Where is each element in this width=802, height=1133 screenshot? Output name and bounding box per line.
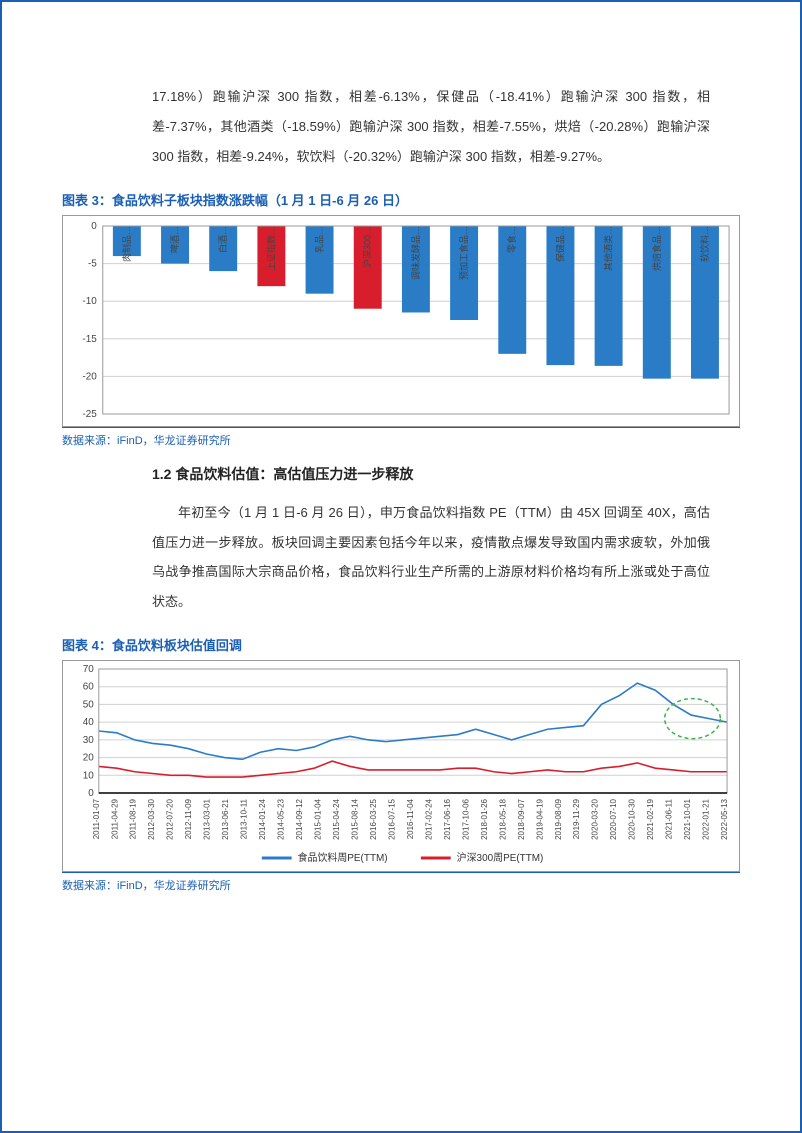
svg-text:-20: -20 [82, 371, 97, 382]
chart3-source: 数据来源：iFinD，华龙证券研究所 [62, 427, 740, 448]
svg-text:-5: -5 [88, 258, 97, 269]
svg-text:2012-11-09: 2012-11-09 [184, 799, 193, 840]
svg-text:2020-07-10: 2020-07-10 [609, 799, 618, 840]
svg-text:沪深300…: 沪深300… [362, 226, 373, 268]
section-1-2-heading: 1.2 食品饮料估值：高估值压力进一步释放 [152, 464, 740, 484]
svg-text:2016-11-04: 2016-11-04 [406, 799, 415, 840]
svg-text:其他酒类…: 其他酒类… [603, 226, 614, 271]
svg-text:白酒…: 白酒… [217, 226, 228, 253]
svg-text:2016-07-15: 2016-07-15 [387, 799, 396, 840]
svg-text:软饮料…: 软饮料… [699, 226, 710, 262]
svg-text:2011-01-07: 2011-01-07 [92, 799, 101, 840]
svg-text:20: 20 [83, 753, 95, 764]
svg-text:2019-04-19: 2019-04-19 [535, 799, 544, 840]
chart3-title: 图表 3：食品饮料子板块指数涨跌幅（1 月 1 日-6 月 26 日） [62, 190, 740, 209]
svg-text:烘焙食品…: 烘焙食品… [651, 226, 662, 271]
section-1-2-body: 年初至今（1 月 1 日-6 月 26 日），申万食品饮料指数 PE（TTM）由… [152, 498, 710, 618]
svg-text:2018-09-07: 2018-09-07 [517, 799, 526, 840]
chart4-container: 0 10 20 30 40 50 60 70 2011-01-07 2011-04-29 2011-… [62, 660, 740, 872]
svg-text:2016-03-25: 2016-03-25 [369, 799, 378, 840]
svg-text:2021-02-19: 2021-02-19 [646, 799, 655, 840]
svg-text:2017-10-06: 2017-10-06 [461, 799, 470, 840]
svg-text:零食…: 零食… [506, 226, 517, 253]
svg-text:30: 30 [83, 735, 95, 746]
svg-text:40: 40 [83, 717, 95, 728]
svg-text:啤酒…: 啤酒… [169, 226, 180, 253]
svg-text:2015-08-14: 2015-08-14 [351, 799, 360, 840]
svg-text:2015-04-24: 2015-04-24 [332, 799, 341, 840]
svg-text:2014-09-12: 2014-09-12 [295, 799, 304, 840]
svg-text:2019-08-09: 2019-08-09 [554, 799, 563, 840]
svg-text:0: 0 [88, 788, 94, 799]
svg-text:2020-03-20: 2020-03-20 [591, 799, 600, 840]
svg-text:2019-11-29: 2019-11-29 [572, 799, 581, 840]
svg-text:2012-03-30: 2012-03-30 [147, 799, 156, 840]
svg-text:-25: -25 [82, 409, 97, 420]
svg-text:-15: -15 [82, 333, 97, 344]
chart4-svg: 0 10 20 30 40 50 60 70 2011-01-07 2011-04-29 2011-… [63, 661, 739, 871]
svg-text:2017-02-24: 2017-02-24 [424, 799, 433, 840]
svg-text:上证指数…: 上证指数… [265, 226, 276, 271]
svg-text:-10: -10 [82, 296, 97, 307]
svg-text:2013-10-11: 2013-10-11 [240, 799, 249, 840]
svg-text:2014-05-23: 2014-05-23 [277, 799, 286, 840]
svg-text:0: 0 [91, 221, 97, 232]
svg-text:2018-01-26: 2018-01-26 [480, 799, 489, 840]
svg-text:2021-06-11: 2021-06-11 [665, 799, 674, 840]
svg-text:2012-07-20: 2012-07-20 [166, 799, 175, 840]
svg-text:保健品…: 保健品… [554, 226, 565, 262]
svg-text:60: 60 [83, 682, 95, 693]
chart3-container: 0 -5 -10 -15 -20 -25 肉制品… 啤酒… 白酒… 上证指数… 乳品… 沪深300… 调… [62, 215, 740, 427]
svg-text:2013-06-21: 2013-06-21 [221, 799, 230, 840]
intro-paragraph: 17.18%）跑输沪深 300 指数，相差-6.13%，保健品（-18.41%）… [152, 82, 710, 172]
svg-text:2014-01-24: 2014-01-24 [258, 799, 267, 840]
svg-text:2018-05-18: 2018-05-18 [498, 799, 507, 840]
chart4-source: 数据来源：iFinD，华龙证券研究所 [62, 872, 740, 893]
svg-text:2021-10-01: 2021-10-01 [683, 799, 692, 840]
svg-text:乳品…: 乳品… [314, 226, 325, 253]
svg-text:70: 70 [83, 664, 95, 675]
svg-text:2022-01-21: 2022-01-21 [702, 799, 711, 840]
svg-text:2013-03-01: 2013-03-01 [203, 799, 212, 840]
svg-text:2020-10-30: 2020-10-30 [628, 799, 637, 840]
svg-text:50: 50 [83, 700, 95, 711]
svg-text:2015-01-04: 2015-01-04 [314, 799, 323, 840]
svg-text:2022-05-13: 2022-05-13 [720, 799, 729, 840]
svg-text:2011-08-19: 2011-08-19 [129, 799, 138, 840]
svg-text:沪深300周PE(TTM): 沪深300周PE(TTM) [457, 851, 544, 864]
svg-text:肉制品…: 肉制品… [121, 226, 132, 262]
svg-text:2011-04-29: 2011-04-29 [110, 799, 119, 840]
chart3-svg: 0 -5 -10 -15 -20 -25 肉制品… 啤酒… 白酒… 上证指数… 乳品… 沪深300… 调… [63, 216, 739, 426]
svg-text:调味发酵品…: 调味发酵品… [410, 226, 421, 280]
chart4-title: 图表 4：食品饮料板块估值回调 [62, 635, 740, 654]
svg-text:预加工食品…: 预加工食品… [458, 226, 469, 280]
svg-text:2017-06-16: 2017-06-16 [443, 799, 452, 840]
svg-text:食品饮料周PE(TTM): 食品饮料周PE(TTM) [298, 851, 388, 864]
svg-text:10: 10 [83, 770, 95, 781]
